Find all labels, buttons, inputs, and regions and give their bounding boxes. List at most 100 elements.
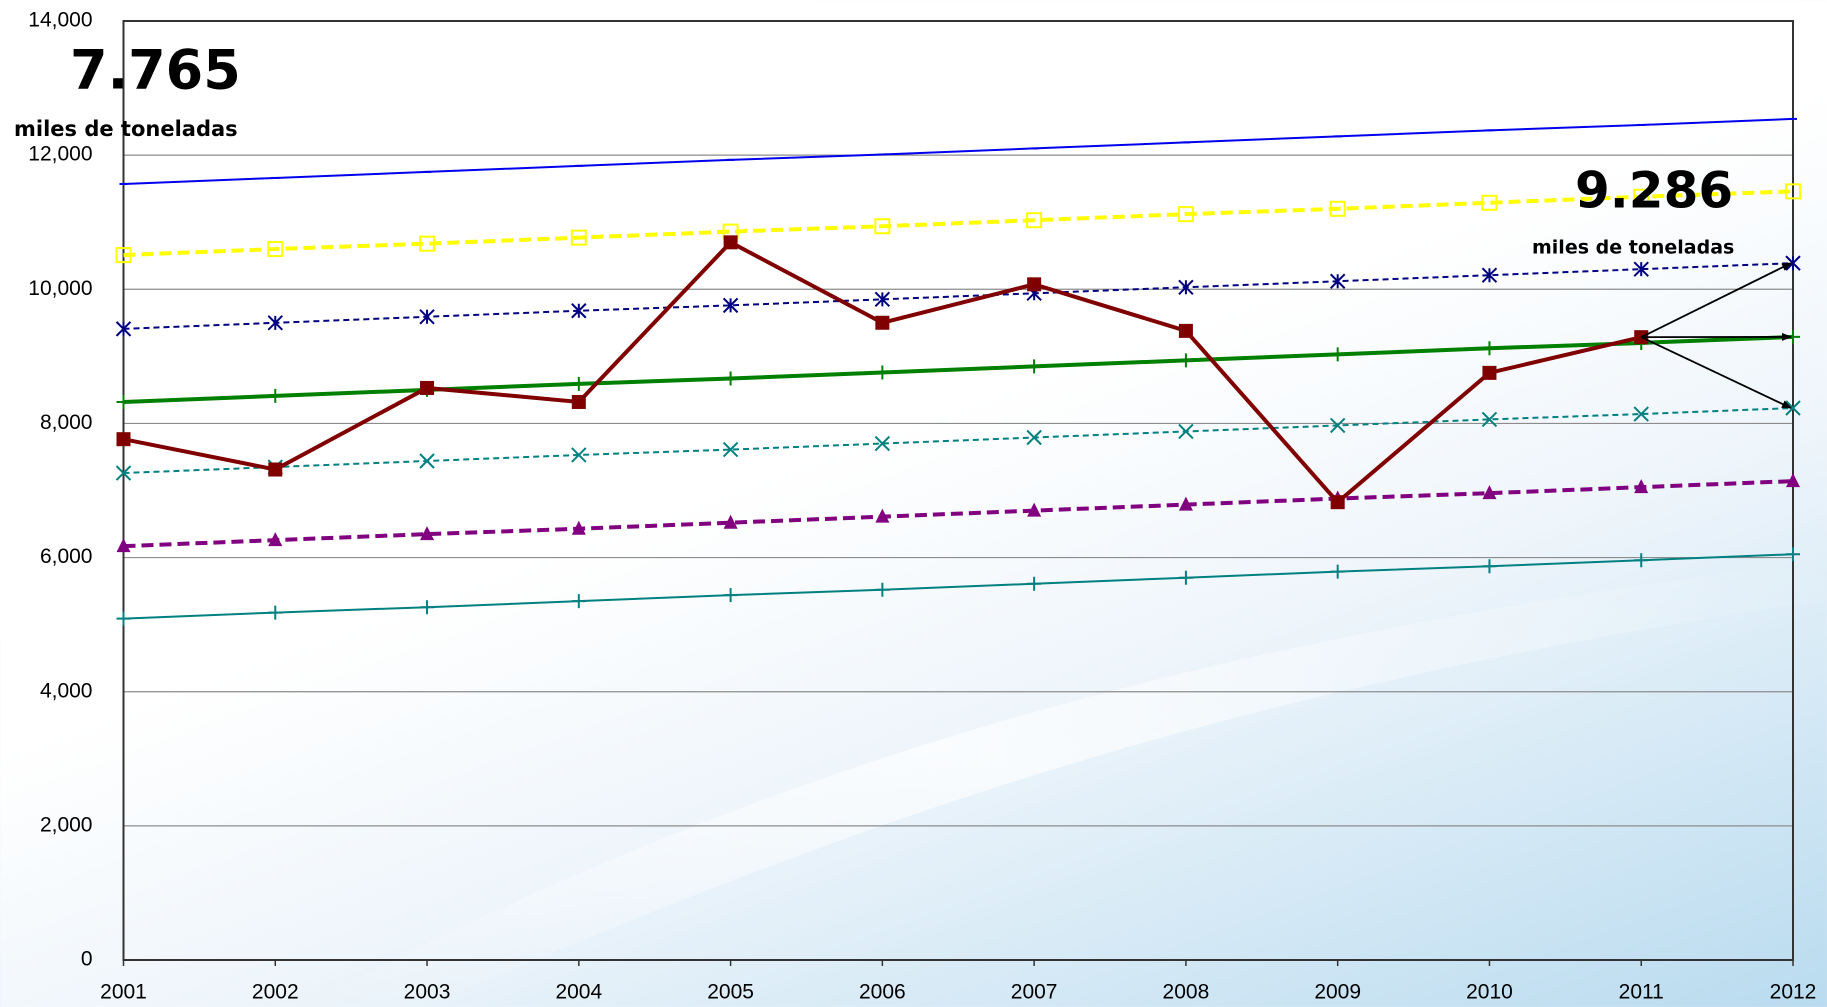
marker (1329, 417, 1346, 434)
marker (115, 247, 132, 264)
marker (1177, 206, 1194, 223)
x-tick-label: 2011 (1619, 981, 1664, 1004)
y-tick-label: 4,000 (40, 679, 93, 702)
marker (1633, 406, 1649, 422)
marker (1786, 473, 1800, 488)
series-line (123, 117, 1794, 185)
arrow (1640, 336, 1792, 409)
marker (116, 432, 131, 447)
marker (1178, 353, 1193, 368)
marker (116, 394, 131, 409)
marker (268, 605, 283, 620)
marker (1330, 495, 1345, 510)
annotation: 7.765 (70, 39, 241, 102)
marker (571, 520, 586, 535)
marker (1786, 547, 1800, 562)
marker (1482, 485, 1497, 500)
x-tick-label: 2001 (100, 981, 147, 1004)
series-line (123, 553, 1794, 620)
marker (267, 241, 284, 258)
y-tick-label: 14,000 (28, 9, 92, 32)
marker (723, 235, 738, 250)
plot-area: 0 2,000 4,000 6,000 8,000 10,000 12,000 14,000 2… (28, 9, 1816, 1004)
marker (116, 611, 131, 626)
y-tick-label: 10,000 (28, 277, 92, 300)
x-tick-label: 2012 (1770, 981, 1817, 1004)
series-line (123, 479, 1794, 549)
marker (570, 229, 587, 246)
marker (1027, 359, 1042, 374)
marker (1178, 496, 1193, 511)
marker (1482, 341, 1497, 356)
background-swoosh (300, 560, 1827, 1007)
marker (267, 315, 283, 331)
marker (1026, 429, 1042, 446)
x-tick-label: 2003 (404, 981, 451, 1004)
marker (1482, 559, 1497, 574)
x-tick-label: 2010 (1466, 981, 1513, 1004)
plot-frame (122, 20, 1794, 961)
y-tick-label: 12,000 (28, 143, 92, 166)
marker (1027, 277, 1042, 292)
marker (875, 315, 890, 330)
marker (420, 380, 435, 395)
marker (420, 526, 435, 541)
marker (722, 441, 739, 458)
marker (1481, 194, 1498, 211)
y-tick-label: 2,000 (40, 813, 93, 836)
y-tick-label: 6,000 (40, 545, 93, 568)
marker (1178, 423, 1194, 440)
annotation: miles de toneladas (1532, 237, 1734, 259)
series-line (123, 407, 1794, 475)
marker (1178, 570, 1193, 585)
x-tick-label: 2006 (859, 981, 906, 1004)
y-tick-label: 0 (81, 948, 93, 971)
marker (1481, 411, 1498, 428)
marker (874, 291, 891, 308)
marker (571, 376, 586, 391)
marker (268, 388, 283, 403)
marker (571, 303, 587, 319)
annotation: 9.286 (1575, 162, 1733, 220)
marker (268, 462, 283, 477)
marker (1329, 200, 1346, 217)
marker (1482, 365, 1497, 380)
marker (1178, 279, 1194, 295)
series-line (123, 334, 1794, 404)
marker (875, 365, 890, 380)
marker (1634, 479, 1649, 494)
x-tick-label: 2009 (1314, 981, 1361, 1004)
marker (1026, 212, 1043, 229)
marker (723, 588, 738, 603)
x-tick-label: 2004 (555, 981, 602, 1004)
x-tick-label: 2002 (252, 981, 299, 1004)
marker (874, 435, 891, 452)
marker (722, 297, 739, 314)
marker (571, 447, 587, 463)
marker (1178, 323, 1193, 338)
x-tick-label: 2008 (1163, 981, 1210, 1004)
marker (1634, 553, 1649, 568)
marker (1330, 347, 1345, 362)
marker (420, 600, 435, 615)
marker (116, 538, 131, 553)
marker (1633, 261, 1649, 277)
marker (419, 453, 435, 469)
y-tick-label: 8,000 (40, 411, 93, 434)
marker (419, 309, 435, 325)
marker (1027, 502, 1042, 517)
marker (723, 371, 738, 386)
x-tick-label: 2005 (707, 981, 754, 1004)
marker (875, 582, 890, 597)
marker (1481, 267, 1498, 283)
marker (1633, 188, 1650, 205)
marker (115, 321, 132, 337)
series-line (123, 262, 1794, 330)
marker (115, 465, 132, 481)
marker (1785, 183, 1801, 200)
arrow (1640, 262, 1792, 338)
marker (419, 235, 436, 252)
marker (268, 532, 283, 547)
